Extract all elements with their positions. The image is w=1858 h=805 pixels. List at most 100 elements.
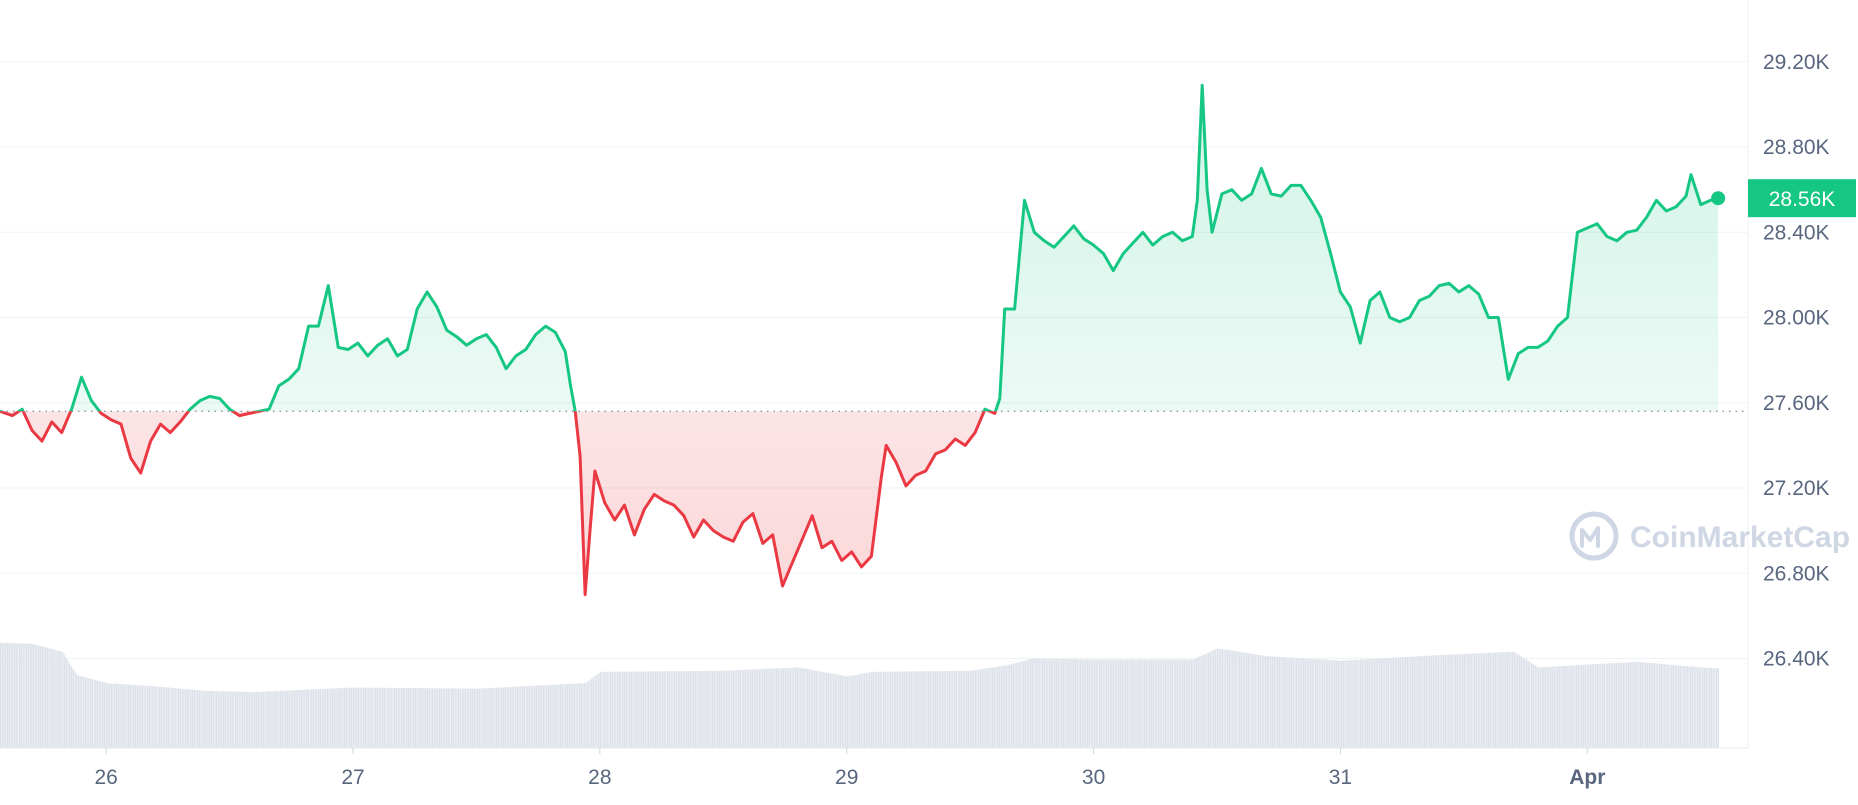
volume-bar (366, 687, 368, 748)
volume-bar (378, 687, 380, 748)
volume-bar (146, 685, 149, 748)
volume-bar (1525, 659, 1528, 748)
volume-bar (1301, 658, 1303, 748)
volume-bar (1615, 662, 1618, 748)
volume-bar (281, 690, 284, 748)
volume-bar (927, 671, 930, 748)
volume-bar (1617, 662, 1619, 748)
volume-bar (297, 690, 299, 748)
y-axis: 26.40K 26.80K 27.20K 27.60K 28.00K 28.40K 28.8… (1763, 51, 1830, 671)
volume-bar (219, 691, 221, 748)
volume-bar (1328, 659, 1331, 748)
volume-bar (1651, 663, 1654, 748)
volume-bar (352, 687, 354, 748)
volume-bar (1105, 659, 1108, 748)
volume-bar (1486, 652, 1488, 748)
volume-bar (1492, 652, 1495, 748)
volume-bar (1479, 653, 1481, 748)
volume-bar (1475, 653, 1478, 748)
volume-bar (592, 677, 595, 748)
volume-bar (898, 671, 900, 748)
volume-bar (843, 675, 845, 748)
volume-bar (196, 690, 199, 748)
volume-bar (1670, 664, 1673, 748)
volume-bar (1556, 666, 1559, 748)
volume-bar (141, 685, 144, 748)
volume-bar (1249, 653, 1251, 748)
volume-bar (972, 670, 975, 748)
volume-bar (1627, 662, 1630, 748)
volume-bar (278, 690, 280, 748)
volume-bar (858, 674, 861, 748)
volume-bar (317, 689, 320, 748)
volume-bar (81, 676, 83, 748)
volume-bar (260, 691, 263, 748)
volume-bar (1641, 662, 1643, 748)
volume-bar (1454, 654, 1457, 748)
volume-bar (127, 684, 130, 748)
volume-bar (1679, 665, 1682, 748)
volume-bar (1321, 659, 1324, 748)
volume-bar (566, 683, 569, 748)
volume-bar (599, 672, 602, 748)
volume-bar (1482, 653, 1485, 748)
volume-bar (385, 687, 387, 748)
volume-bar (1658, 663, 1661, 748)
volume-bar (110, 683, 112, 748)
volume-bar (1570, 665, 1573, 748)
volume-bar (171, 687, 173, 748)
volume-bar (981, 669, 983, 748)
volume-bar (1074, 659, 1077, 748)
volume-bar (1323, 659, 1326, 748)
volume-bar (883, 671, 885, 748)
volume-bar (870, 671, 873, 748)
volume-bar (1631, 662, 1633, 748)
volume-bar (447, 688, 449, 748)
volume-bar (1372, 658, 1374, 748)
last-price-marker[interactable]: 28.56K (1711, 179, 1856, 218)
volume-bar (478, 688, 481, 748)
volume-bar (3, 642, 5, 748)
volume-bar (355, 687, 358, 748)
volume-bar (380, 687, 382, 748)
volume-bar (1188, 659, 1191, 748)
volume-bar (1442, 654, 1445, 748)
volume-bar (730, 670, 733, 748)
volume-bar (330, 688, 332, 748)
volume-bar (950, 670, 952, 748)
volume-bar (1330, 660, 1332, 748)
volume-bar (286, 690, 289, 748)
volume-bar (734, 670, 736, 748)
volume-bar (38, 645, 40, 748)
volume-bar (908, 671, 911, 748)
volume-bar (354, 687, 356, 748)
volume-bar (504, 687, 506, 748)
volume-bar (634, 671, 636, 748)
volume-bar (1145, 659, 1148, 748)
volume-bar (533, 685, 536, 748)
volume-bar (1168, 659, 1170, 748)
volume-bar (988, 667, 990, 748)
volume-bar (513, 686, 515, 748)
volume-bar (1332, 660, 1334, 748)
volume-bar (1289, 657, 1291, 748)
volume-bar (706, 670, 709, 748)
volume-bar (1546, 666, 1548, 748)
volume-bar (10, 643, 12, 748)
volume-bar (1565, 665, 1567, 748)
volume-bar (1080, 659, 1082, 748)
volume-bar (333, 688, 335, 748)
volume-bar (1544, 666, 1547, 748)
volume-bar (829, 673, 831, 748)
volume-bar (549, 684, 551, 748)
volume-bar (65, 657, 68, 748)
volume-bar (665, 671, 667, 748)
volume-bar (663, 671, 665, 748)
volume-bar (1700, 667, 1702, 748)
volume-bar (891, 671, 894, 748)
volume-bar (767, 668, 769, 748)
volume-bar (84, 677, 87, 748)
volume-bar (1121, 659, 1123, 748)
